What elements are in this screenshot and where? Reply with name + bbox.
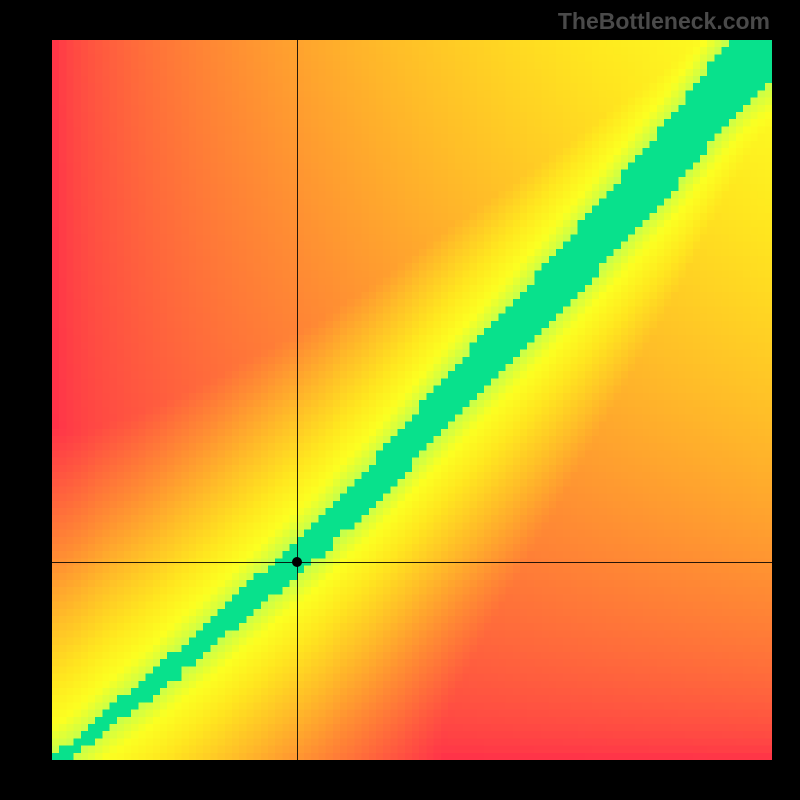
watermark-text: TheBottleneck.com (558, 8, 770, 35)
crosshair-horizontal (52, 562, 772, 563)
crosshair-vertical (297, 40, 298, 760)
crosshair-marker (292, 557, 302, 567)
heatmap-canvas (52, 40, 772, 760)
bottleneck-heatmap (52, 40, 772, 760)
